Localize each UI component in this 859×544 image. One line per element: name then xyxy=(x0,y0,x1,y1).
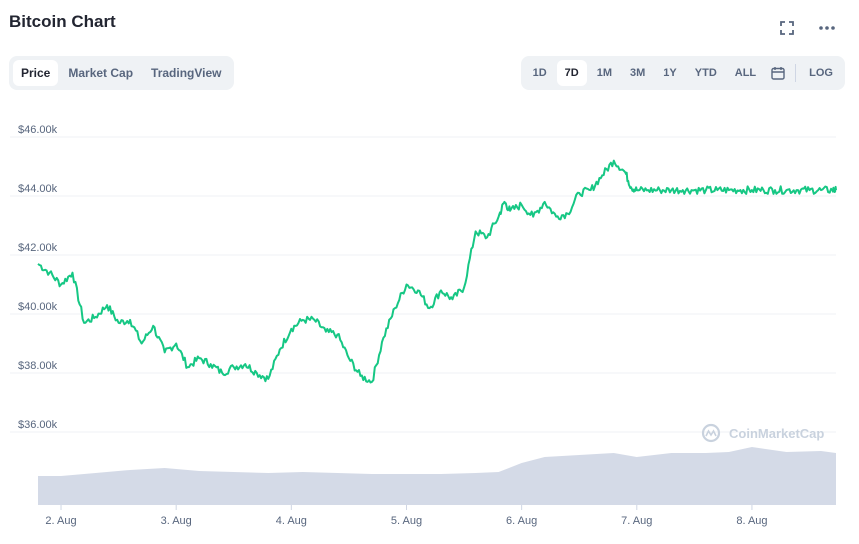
range-all-button[interactable]: ALL xyxy=(734,67,757,79)
coinmarketcap-logo-icon xyxy=(701,423,721,443)
calendar-icon[interactable] xyxy=(766,66,790,80)
top-icons xyxy=(777,18,837,38)
x-tick-label: 3. Aug xyxy=(161,515,192,527)
tab-market-cap[interactable]: Market Cap xyxy=(68,66,134,80)
range-7d-button[interactable]: 7D xyxy=(556,60,587,86)
y-tick-label: $42.00k xyxy=(18,242,58,254)
range-3m-button[interactable]: 3M xyxy=(630,67,646,79)
tab-price[interactable]: Price xyxy=(13,60,59,86)
watermark-text: CoinMarketCap xyxy=(729,426,824,441)
y-tick-label: $40.00k xyxy=(18,301,58,313)
y-tick-label: $44.00k xyxy=(18,183,58,195)
range-1m-button[interactable]: 1M xyxy=(596,67,613,79)
y-tick-label: $38.00k xyxy=(18,360,58,372)
volume-area xyxy=(38,447,836,505)
range-divider xyxy=(795,64,797,82)
x-tick-label: 4. Aug xyxy=(276,515,307,527)
x-tick-label: 7. Aug xyxy=(621,515,652,527)
log-scale-button[interactable]: LOG xyxy=(809,67,833,79)
range-selector: 1D 7D 1M 3M 1Y YTD ALL LOG xyxy=(520,56,845,90)
y-tick-label: $46.00k xyxy=(18,124,58,136)
fullscreen-icon[interactable] xyxy=(777,18,797,38)
price-line xyxy=(37,159,837,384)
chart-type-tabs: Price Market Cap TradingView xyxy=(9,56,234,90)
x-tick-label: 6. Aug xyxy=(506,515,537,527)
range-ytd-button[interactable]: YTD xyxy=(694,67,717,79)
more-icon[interactable] xyxy=(817,18,837,38)
y-tick-label: $36.00k xyxy=(18,419,58,431)
range-1d-button[interactable]: 1D xyxy=(532,67,547,79)
x-tick-label: 8. Aug xyxy=(736,515,767,527)
range-1y-button[interactable]: 1Y xyxy=(663,67,677,79)
x-tick-label: 5. Aug xyxy=(391,515,422,527)
x-tick-label: 2. Aug xyxy=(45,515,76,527)
tab-tradingview[interactable]: TradingView xyxy=(151,66,222,80)
page-title: Bitcoin Chart xyxy=(9,12,116,31)
